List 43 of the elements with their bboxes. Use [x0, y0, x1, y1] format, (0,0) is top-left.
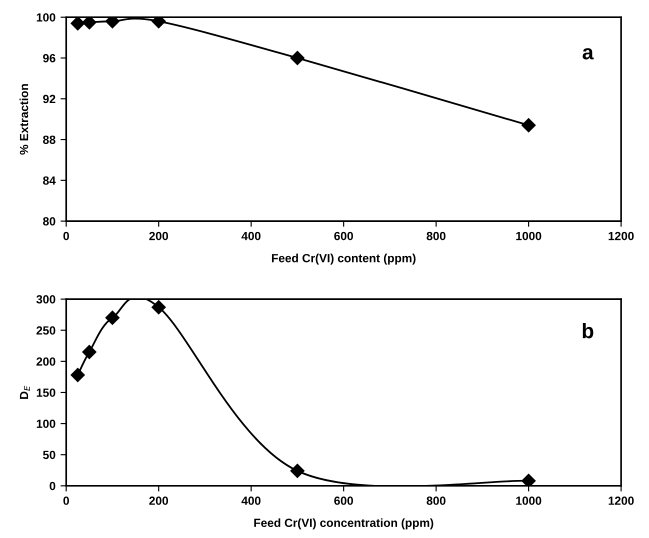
x-tick-label: 1200 — [608, 232, 634, 240]
y-axis-title: D$_{E}$ — [20, 386, 30, 399]
y-tick-label: 84 — [43, 176, 56, 185]
x-axis-title: Feed Cr(VI) concentration (ppm) — [254, 518, 434, 530]
point — [290, 50, 304, 66]
y-tick-label: 0 — [50, 482, 56, 490]
point — [290, 464, 304, 478]
point — [522, 474, 536, 486]
y-tick-label: 250 — [36, 326, 56, 335]
point — [70, 368, 85, 382]
x-tick-label: 200 — [149, 496, 168, 505]
point — [105, 310, 120, 325]
y-tick-label: 80 — [43, 217, 56, 226]
x-tick-label: 600 — [334, 496, 354, 505]
annotation: b — [582, 323, 594, 338]
y-tick-label: 88 — [43, 136, 56, 144]
y-tick-label: 100 — [36, 420, 56, 428]
y-axis-title: % Extraction — [20, 84, 28, 155]
point — [152, 300, 166, 314]
y-tick-label: 92 — [43, 94, 56, 104]
point — [82, 17, 96, 30]
x-axis-title: Feed Cr(VI) content (ppm) — [272, 254, 416, 265]
x-tick-label: 400 — [241, 496, 261, 505]
y-tick-label: 150 — [36, 388, 56, 397]
x-tick-label: 800 — [426, 232, 446, 240]
y-tick-label: 96 — [43, 54, 56, 62]
x-tick-label: 400 — [241, 232, 261, 240]
x-tick-label: 1000 — [516, 232, 542, 240]
x-tick-label: 1000 — [516, 496, 542, 505]
x-tick-label: 600 — [334, 232, 354, 240]
annotation: a — [582, 48, 594, 60]
x-tick-label: 1200 — [608, 496, 634, 505]
point — [522, 118, 536, 132]
x-tick-label: 800 — [426, 496, 446, 505]
y-tick-label: 300 — [36, 295, 56, 304]
y-tick-label: 200 — [36, 357, 56, 366]
x-tick-label: 0 — [63, 496, 69, 505]
y-tick-label: 100 — [36, 13, 56, 22]
x-tick-label: 0 — [63, 232, 69, 240]
y-tick-label: 50 — [43, 450, 56, 460]
x-tick-label: 200 — [149, 232, 168, 240]
point — [82, 344, 96, 360]
point — [70, 17, 85, 30]
